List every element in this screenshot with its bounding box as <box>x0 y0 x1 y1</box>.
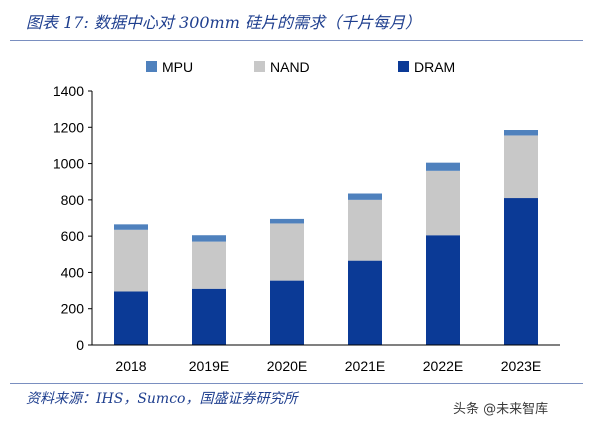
legend-label-nand: NAND <box>270 59 310 75</box>
y-tick-label: 800 <box>61 192 85 208</box>
x-tick-label: 2022E <box>423 358 463 374</box>
bar-nand-2018 <box>114 229 148 292</box>
bar-dram-2021e <box>348 260 382 345</box>
y-tick-label: 1000 <box>53 156 84 172</box>
stacked-bar-chart: MPU NAND DRAM 0 200 400 600 800 1000 1200 1400 20… <box>53 59 560 374</box>
legend-swatch-mpu <box>146 61 157 72</box>
legend-label-mpu: MPU <box>162 59 193 75</box>
y-axis: 0 200 400 600 800 1000 1200 1400 <box>53 83 93 353</box>
bar-mpu-2018 <box>114 224 148 230</box>
y-tick-label: 0 <box>76 337 84 353</box>
bar-mpu-2021e <box>348 193 382 200</box>
y-tick-label: 600 <box>61 228 85 244</box>
x-tick-label: 2021E <box>345 358 385 374</box>
watermark: 头条 @未来智库 <box>453 402 549 417</box>
x-tick-label: 2020E <box>267 358 307 374</box>
bar-dram-2019e <box>192 288 226 345</box>
bar-nand-2020e <box>270 223 304 281</box>
bar-dram-2020e <box>270 280 304 345</box>
bar-mpu-2022e <box>426 162 460 171</box>
y-tick-label: 200 <box>61 301 85 317</box>
bar-nand-2023e <box>504 135 538 199</box>
legend-swatch-dram <box>398 61 409 72</box>
y-tick-label: 1400 <box>53 83 84 99</box>
bar-mpu-2019e <box>192 235 226 242</box>
legend-swatch-nand <box>254 61 265 72</box>
source-note: 资料来源：IHS，Sumco，国盛证券研究所 <box>26 391 298 407</box>
y-tick-label: 400 <box>61 264 85 280</box>
source-divider <box>10 383 583 384</box>
bar-nand-2022e <box>426 170 460 236</box>
legend: MPU NAND DRAM <box>146 59 455 75</box>
bar-mpu-2023e <box>504 130 538 136</box>
x-tick-label: 2023E <box>501 358 541 374</box>
bar-nand-2019e <box>192 241 226 289</box>
x-axis: 2018 2019E 2020E 2021E 2022E 2023E <box>92 344 560 374</box>
bar-dram-2018 <box>114 291 148 345</box>
bar-dram-2023e <box>504 198 538 345</box>
x-tick-label: 2018 <box>115 358 146 374</box>
x-tick-label: 2019E <box>189 358 229 374</box>
chart-title: 图表 17: 数据中心对 300mm 硅片的需求（千片每月） <box>26 13 421 32</box>
y-tick-label: 1200 <box>53 119 84 135</box>
bars <box>114 130 538 345</box>
bar-dram-2022e <box>426 235 460 345</box>
bar-mpu-2020e <box>270 218 304 224</box>
bar-nand-2021e <box>348 199 382 261</box>
legend-label-dram: DRAM <box>414 59 455 75</box>
title-divider <box>10 40 583 41</box>
